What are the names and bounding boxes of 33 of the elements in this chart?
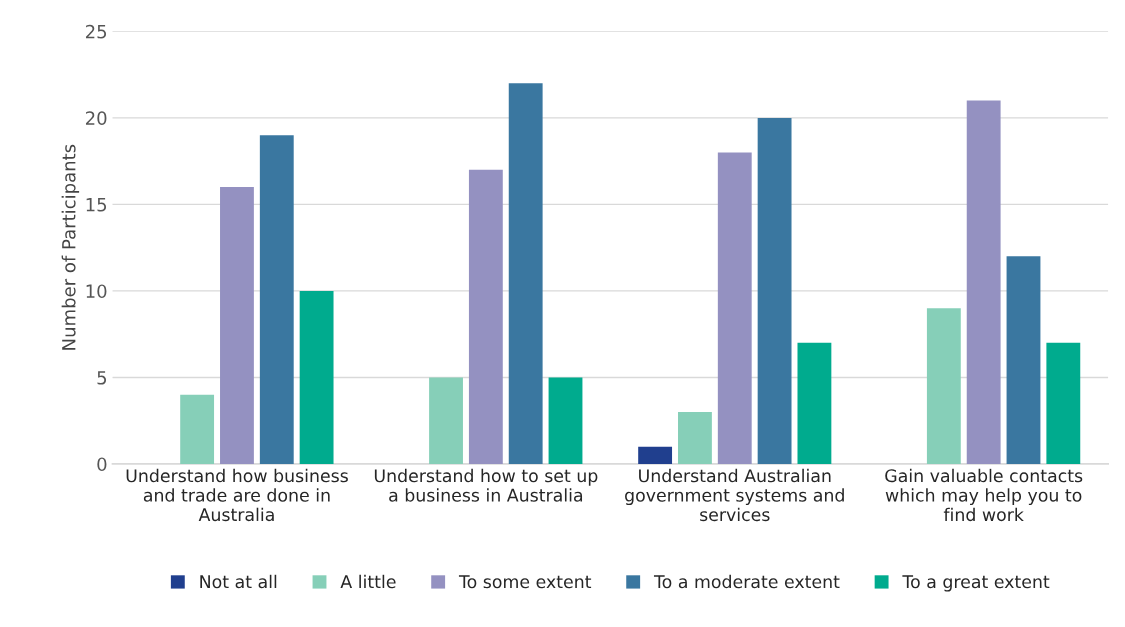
bar: [1046, 342, 1081, 464]
y-tick-label: 20: [85, 111, 107, 125]
bar: [797, 342, 832, 464]
bar: [299, 290, 334, 464]
bar: [259, 135, 294, 464]
bar: [678, 412, 712, 464]
bar: [757, 117, 792, 464]
bar: [548, 377, 583, 464]
bar: [180, 394, 215, 464]
legend-label: To a moderate extent: [653, 574, 840, 589]
x-tick-label: Understand how business and trade are done in Australia: [126, 468, 348, 522]
y-tick-label: 0: [97, 457, 107, 472]
bar: [966, 100, 1001, 464]
bar: [220, 187, 254, 464]
legend-label: Not at all: [200, 574, 277, 589]
y-tick-label: 25: [85, 24, 107, 39]
legend-label: To some extent: [458, 575, 592, 589]
bar: [926, 308, 961, 464]
bar: [717, 152, 752, 464]
x-tick-label: Understand Australian government systems and services: [625, 468, 844, 522]
y-tick-label: 10: [86, 284, 107, 299]
bar: [1006, 256, 1041, 464]
bar: [429, 377, 463, 464]
y-tick-label: 15: [86, 198, 107, 212]
bar: [508, 83, 543, 464]
x-tick-label: Gain valuable contacts which may help you to find work: [885, 468, 1083, 522]
bar: [468, 169, 503, 464]
y-axis-title: Number of Participants: [61, 144, 80, 350]
legend-label: To a great extent: [902, 575, 1050, 592]
legend-label: A little: [340, 574, 396, 589]
bar: [638, 446, 673, 464]
y-tick-label: 5: [97, 371, 107, 385]
x-tick-label: Understand how to set up a business in Australia: [374, 468, 598, 502]
